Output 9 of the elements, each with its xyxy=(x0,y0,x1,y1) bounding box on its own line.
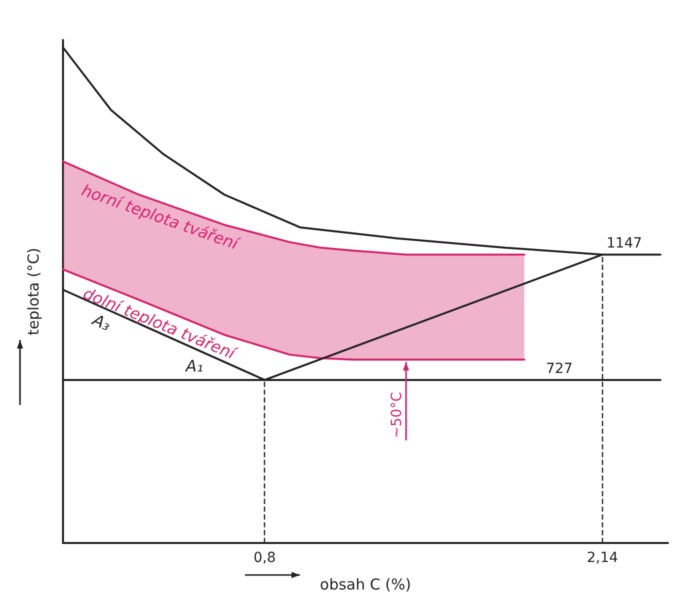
annotation: ~50°C xyxy=(388,392,405,438)
y-axis-title: teplota (°C) xyxy=(24,248,42,336)
annotation: 1147 xyxy=(606,236,642,252)
series-label: A₁ xyxy=(184,356,204,376)
x-tick-label: 0,8 xyxy=(254,550,276,566)
text: A₃ xyxy=(88,310,114,335)
x-axis-title: obsah C (%) xyxy=(320,576,412,594)
annotation: 727 xyxy=(546,360,573,377)
x-tick-label: 2,14 xyxy=(586,550,618,566)
